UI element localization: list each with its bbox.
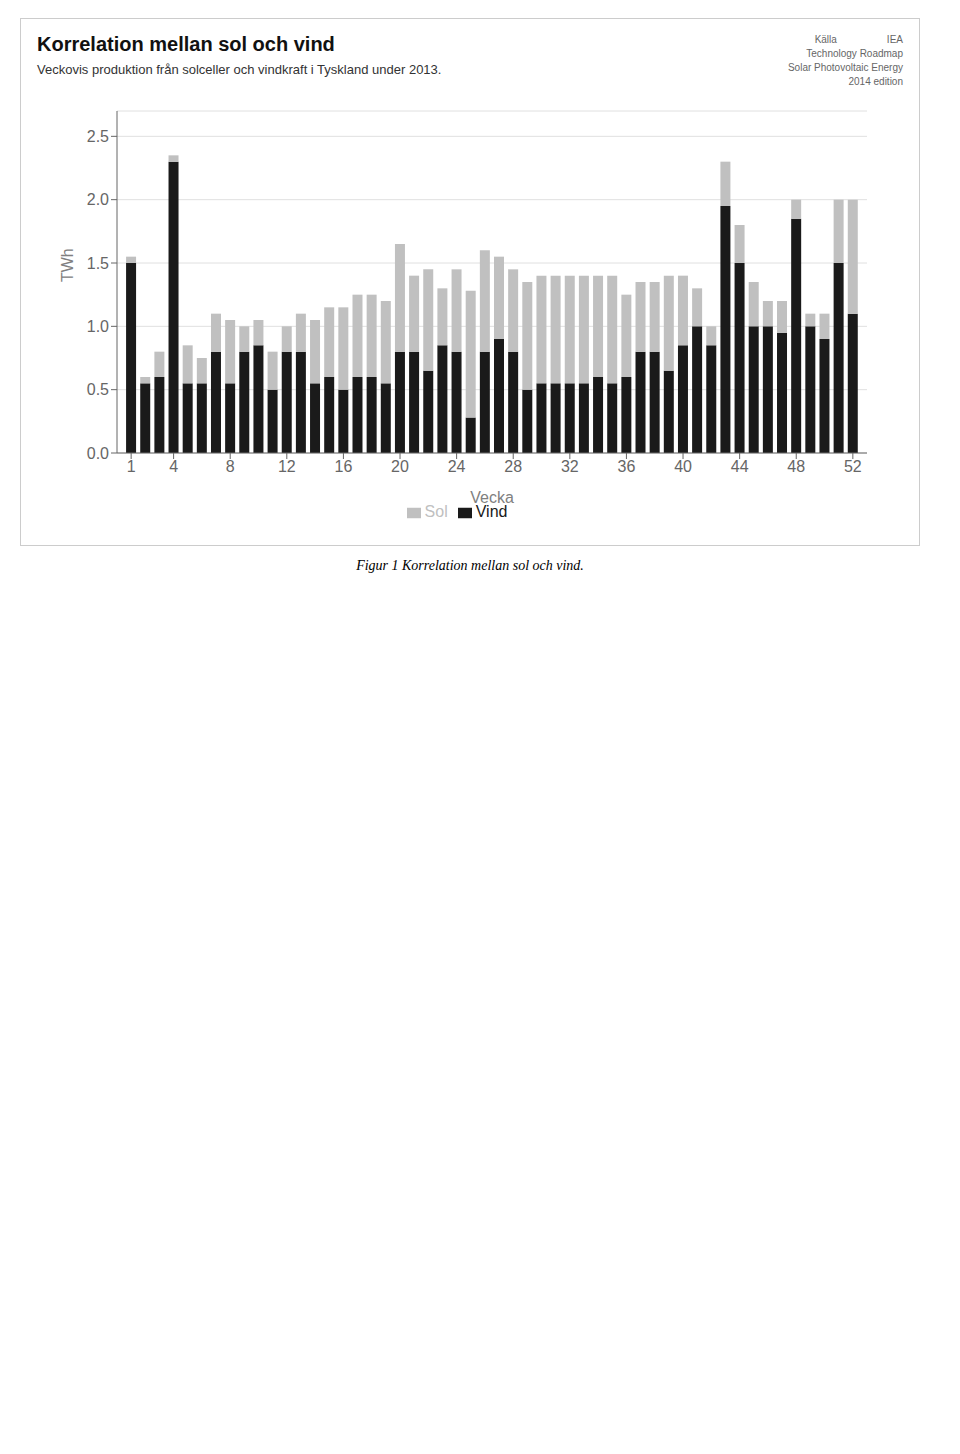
svg-text:8: 8 [226,458,235,475]
svg-text:36: 36 [618,458,636,475]
svg-text:40: 40 [674,458,692,475]
svg-text:1: 1 [127,458,136,475]
html-text:Korrelation mellan sol och vin: Korrelation mellan sol och vind [37,33,335,55]
svg-text:24: 24 [448,458,466,475]
html-text:Solar Photovoltaic Energy: Solar Photovoltaic Energy [787,62,903,73]
html-text:Figur 1 Korrelation mellan sol: Figur 1 Korrelation mellan sol och vind. [356,558,584,573]
svg-text:2.5: 2.5 [87,128,109,145]
svg-text:32: 32 [561,458,579,475]
html-text:Källa IEA: Källa IEA [814,34,903,45]
svg-text:12: 12 [278,458,296,475]
html-text:Veckovis produktion från solce: Veckovis produktion från solceller och v… [37,62,442,77]
svg-text:44: 44 [731,458,749,475]
html-text:Sol: Sol [424,503,448,520]
svg-text:1.0: 1.0 [87,318,109,335]
svg-text:Vecka: Vecka [470,489,514,506]
svg-text:TWh: TWh [59,248,76,282]
html-text:2014 edition: 2014 edition [848,76,903,87]
svg-text:28: 28 [504,458,522,475]
svg-text:52: 52 [844,458,862,475]
svg-text:2.0: 2.0 [87,191,109,208]
svg-text:48: 48 [787,458,805,475]
svg-text:1.5: 1.5 [87,255,109,272]
svg-text:16: 16 [335,458,353,475]
html-text:Technology Roadmap: Technology Roadmap [806,48,903,59]
html-text:Vind: Vind [475,503,508,520]
svg-text:20: 20 [391,458,409,475]
svg-text:4: 4 [169,458,178,475]
svg-text:0.0: 0.0 [87,445,109,462]
svg-text:0.5: 0.5 [87,381,109,398]
